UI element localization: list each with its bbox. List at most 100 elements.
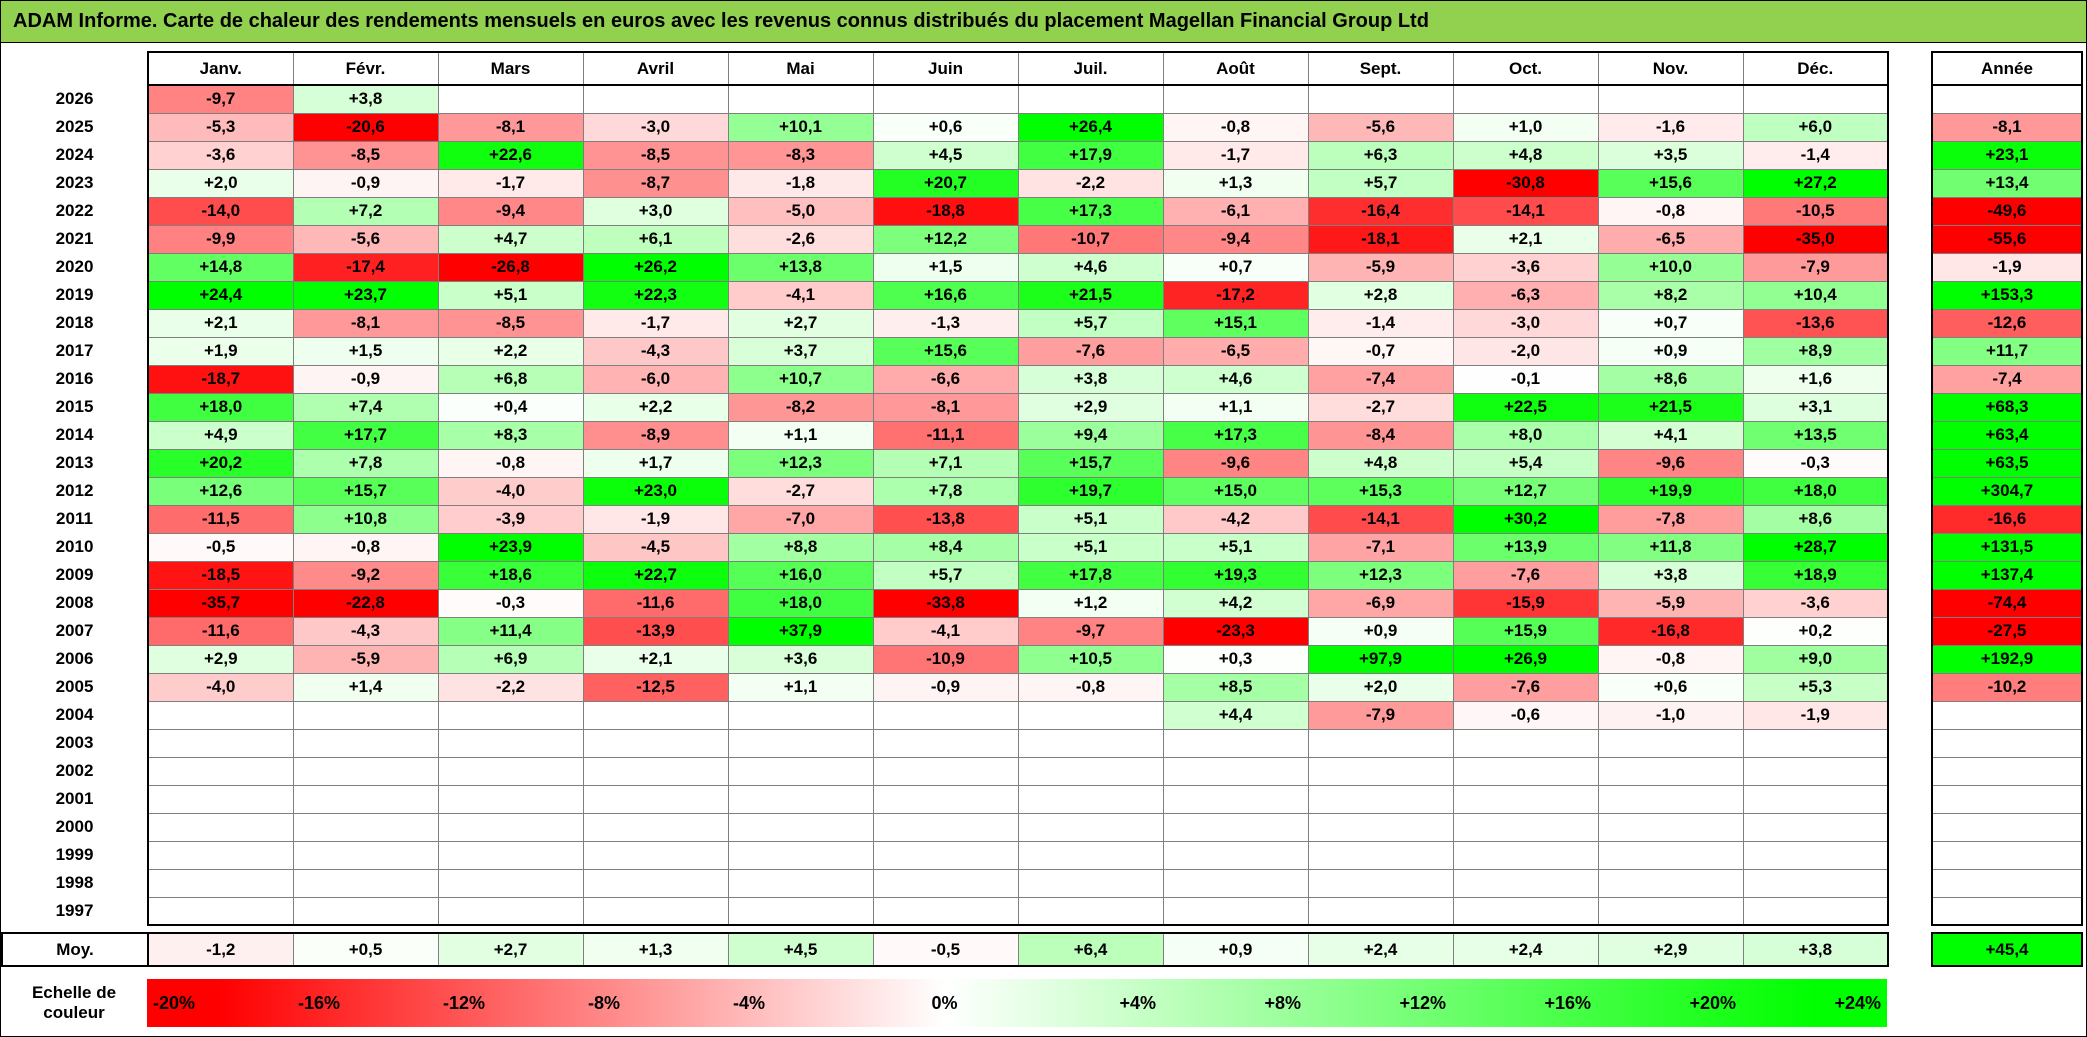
month-header: Mai [727, 51, 874, 86]
heatmap-cell: +15,9 [1452, 616, 1599, 646]
heatmap-cell: +7,1 [872, 448, 1019, 478]
heatmap-cell: +5,7 [1017, 308, 1164, 338]
heatmap-cell: -18,5 [147, 560, 294, 590]
color-scale-tick: +20% [1689, 992, 1736, 1013]
heatmap-cell: +4,5 [872, 140, 1019, 170]
color-scale-tick: -4% [733, 992, 766, 1013]
heatmap-row: 2002 [2, 756, 2083, 786]
heatmap-cell: -0,8 [1162, 112, 1309, 142]
annual-cell: -10,2 [1931, 672, 2083, 702]
heatmap-row: 2011 -11,5 +10,8 -3,9 -1,9 -7,0 -13,8 +5,1 -4,2-… [2, 504, 2083, 534]
heatmap-cell [292, 756, 439, 786]
heatmap-cell: -0,3 [437, 588, 584, 618]
heatmap-cell [872, 784, 1019, 814]
heatmap-cell: -8,7 [582, 168, 729, 198]
heatmap-cell [1162, 728, 1309, 758]
color-scale-tick: -12% [443, 992, 486, 1013]
heatmap-row: 2008 -35,7 -22,8 -0,3 -11,6 +18,0 -33,8 +1,2 +4,… [2, 588, 2083, 618]
year-label: 2004 [55, 705, 94, 724]
heatmap-cell: -4,1 [727, 280, 874, 310]
annual-cell: -1,9 [1931, 252, 2083, 282]
heatmap-cell: -1,9 [1742, 700, 1889, 730]
heatmap-cell: +17,8 [1017, 560, 1164, 590]
heatmap-row: 2019 +24,4 +23,7 +5,1 +22,3 -4,1 +16,6 +21,5 -17… [2, 280, 2083, 310]
year-label: 1999 [55, 845, 94, 864]
average-cell: +4,5 [727, 932, 874, 967]
corner-cell [2, 52, 148, 85]
heatmap-cell: +3,8 [1017, 364, 1164, 394]
heatmap-cell: -1,7 [437, 168, 584, 198]
color-scale-tick: +8% [1264, 992, 1301, 1013]
heatmap-cell: -10,9 [872, 644, 1019, 674]
heatmap-cell: -11,1 [872, 420, 1019, 450]
spacer-cell [1888, 113, 1932, 141]
heatmap-cell: -3,6 [1452, 252, 1599, 282]
heatmap-cell: +8,6 [1597, 364, 1744, 394]
heatmap-cell: +6,1 [582, 224, 729, 254]
heatmap-cell: -11,6 [582, 588, 729, 618]
month-header: Nov. [1597, 51, 1744, 86]
spacer-cell [1888, 169, 1932, 197]
heatmap-cell: -0,8 [1017, 672, 1164, 702]
heatmap-cell: +1,7 [582, 448, 729, 478]
heatmap-cell [1452, 840, 1599, 870]
heatmap-cell: +16,6 [872, 280, 1019, 310]
annual-cell: -7,4 [1931, 364, 2083, 394]
heatmap-cell: -4,3 [582, 336, 729, 366]
heatmap-cell: -8,2 [727, 392, 874, 422]
heatmap-cell [147, 700, 294, 730]
annual-cell: +23,1 [1931, 140, 2083, 170]
heatmap-cell: -7,9 [1307, 700, 1454, 730]
heatmap-cell: +4,6 [1017, 252, 1164, 282]
heatmap-cell: +2,2 [437, 336, 584, 366]
heatmap-cell [1017, 84, 1164, 114]
heatmap-cell [1452, 84, 1599, 114]
heatmap-cell: +19,3 [1162, 560, 1309, 590]
annual-cell [1931, 84, 2083, 114]
average-cell: +2,4 [1452, 932, 1599, 967]
title-bar: ADAM Informe. Carte de chaleur des rende… [1, 1, 2086, 43]
gap-cell [2, 925, 2082, 933]
heatmap-cell: +8,3 [437, 420, 584, 450]
heatmap-cell: +18,9 [1742, 560, 1889, 590]
heatmap-cell: +4,4 [1162, 700, 1309, 730]
heatmap-cell: -7,0 [727, 504, 874, 534]
heatmap-cell: -5,9 [292, 644, 439, 674]
heatmap-cell [727, 784, 874, 814]
heatmap-cell [1597, 868, 1744, 898]
heatmap-cell: -1,8 [727, 168, 874, 198]
heatmap-cell: +0,4 [437, 392, 584, 422]
heatmap-cell: +2,0 [1307, 672, 1454, 702]
heatmap-cell: -5,6 [1307, 112, 1454, 142]
heatmap-cell [872, 84, 1019, 114]
heatmap-cell [582, 700, 729, 730]
heatmap-cell: -9,4 [1162, 224, 1309, 254]
year-label: 1998 [55, 873, 94, 892]
heatmap-cell: +3,1 [1742, 392, 1889, 422]
heatmap-cell: -5,9 [1307, 252, 1454, 282]
heatmap-cell: +28,7 [1742, 532, 1889, 562]
color-scale-tick: 0% [931, 992, 958, 1013]
color-scale-label: Echelle de couleur [1, 979, 147, 1027]
heatmap-cell: +15,6 [872, 336, 1019, 366]
color-scale-tick: +12% [1399, 992, 1446, 1013]
annual-cell [1931, 812, 2083, 842]
heatmap-cell: -5,3 [147, 112, 294, 142]
heatmap-cell: +10,4 [1742, 280, 1889, 310]
heatmap-cell: +24,4 [147, 280, 294, 310]
spacer-cell [1888, 337, 1932, 365]
heatmap-cell: -10,5 [1742, 196, 1889, 226]
heatmap-cell: +2,8 [1307, 280, 1454, 310]
spacer-cell [1888, 141, 1932, 169]
month-header: Janv. [147, 51, 294, 86]
heatmap-cell: -9,4 [437, 196, 584, 226]
spacer-cell [1888, 225, 1932, 253]
heatmap-row: 2012 +12,6 +15,7 -4,0 +23,0 -2,7 +7,8 +19,7 +15,… [2, 476, 2083, 506]
heatmap-cell: -1,0 [1597, 700, 1744, 730]
annual-cell: +304,7 [1931, 476, 2083, 506]
heatmap-cell [727, 840, 874, 870]
heatmap-cell: +8,9 [1742, 336, 1889, 366]
spacer-cell [1888, 52, 1932, 85]
heatmap-cell: +4,2 [1162, 588, 1309, 618]
heatmap-cell: +12,6 [147, 476, 294, 506]
